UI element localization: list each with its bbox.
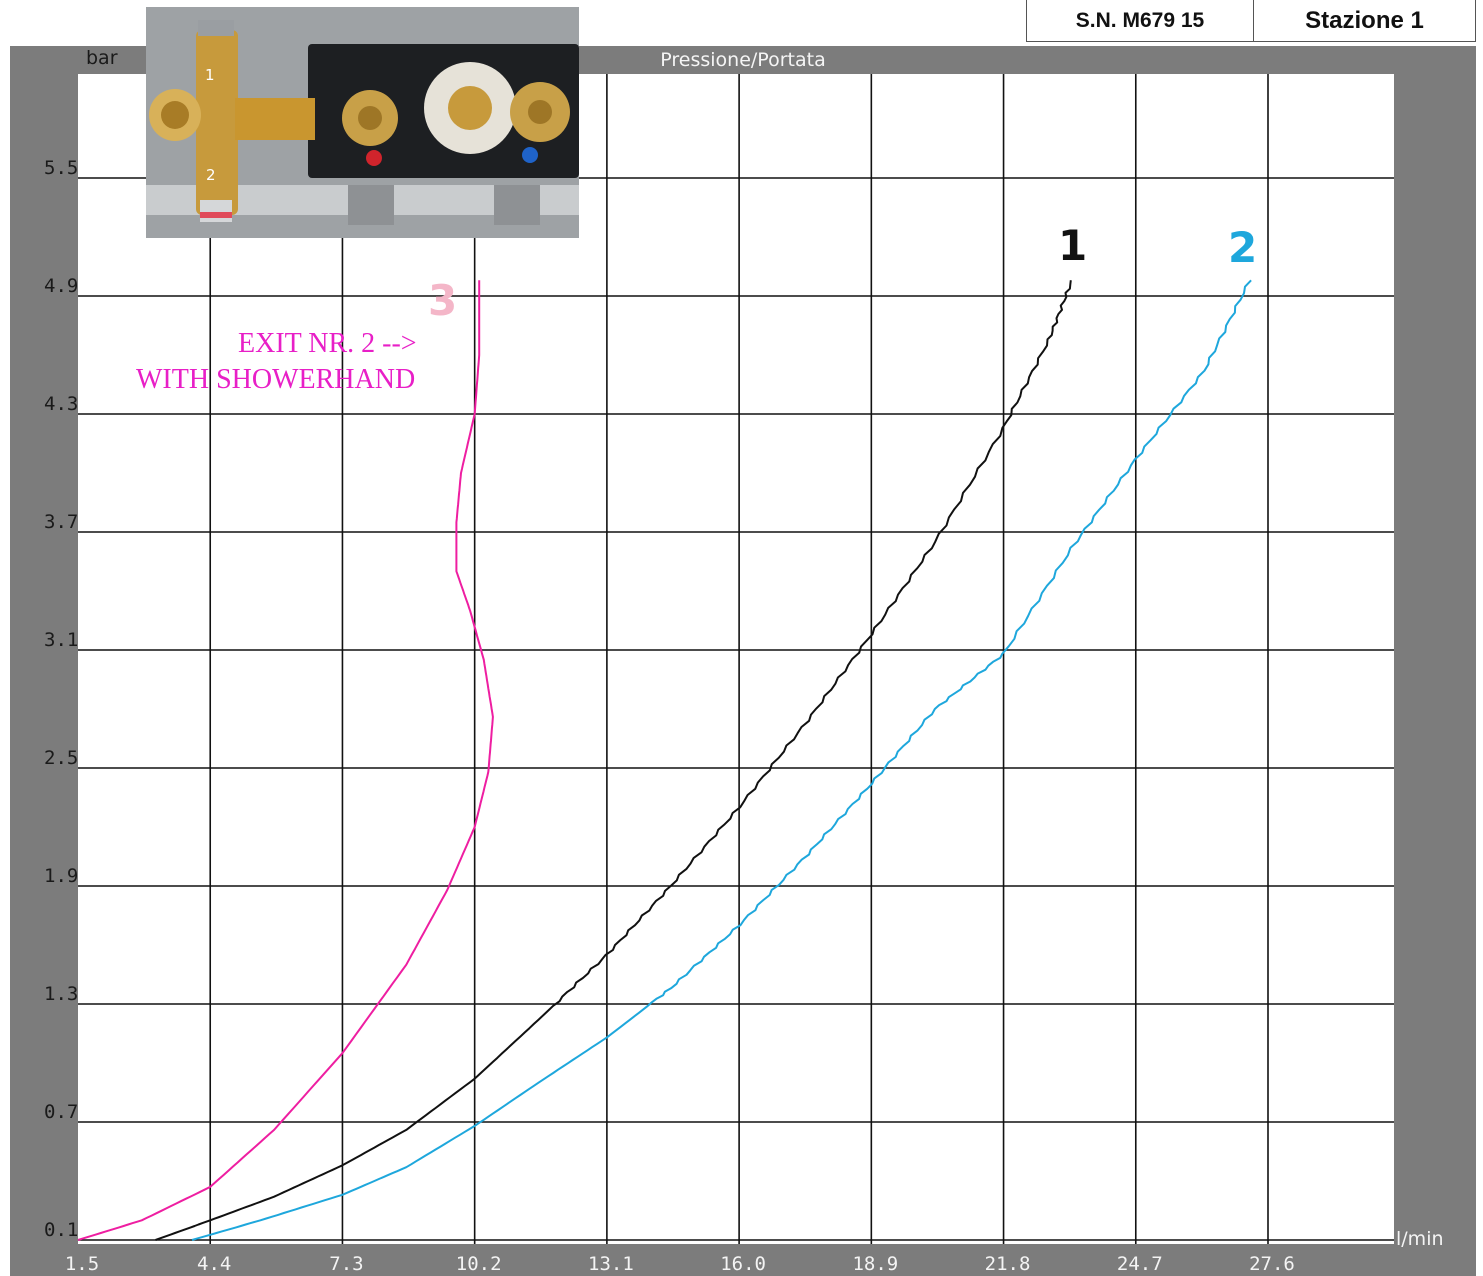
x-axis-ticks: 1.5 4.4 7.3 10.2 13.1 16.0 18.9 21.8 24.7 27.6 xyxy=(65,1253,1295,1275)
series-2-label: 2 xyxy=(1228,223,1257,272)
info-box: S.N. M679 15 Stazione 1 xyxy=(1026,0,1476,42)
x-tick-label: 10.2 xyxy=(456,1253,502,1275)
x-axis-label: l/min xyxy=(1396,1228,1444,1250)
x-tick-label: 1.5 xyxy=(65,1253,99,1275)
series-line-1 xyxy=(155,280,1072,1241)
y-tick-label: 3.1 xyxy=(44,629,78,651)
x-tick-label: 13.1 xyxy=(588,1253,634,1275)
photo-marker-1: 1 xyxy=(205,66,215,84)
grid xyxy=(78,74,1394,1244)
annotation-exit: EXIT NR. 2 --> xyxy=(238,328,417,359)
y-tick-label: 2.5 xyxy=(44,747,78,769)
photo-marker-2: 2 xyxy=(206,166,216,184)
y-tick-label: 1.3 xyxy=(44,983,78,1005)
annotation-showerhand: WITH SHOWERHAND xyxy=(136,364,415,395)
y-axis-label: bar xyxy=(86,47,118,69)
valve-photo: 1 2 xyxy=(146,7,579,238)
series-1-label: 1 xyxy=(1058,221,1087,270)
y-tick-label: 0.7 xyxy=(44,1101,78,1123)
series-line-2 xyxy=(191,279,1252,1241)
x-tick-label: 7.3 xyxy=(329,1253,363,1275)
x-tick-label: 21.8 xyxy=(985,1253,1031,1275)
series-line-3 xyxy=(77,280,494,1241)
serial-number: S.N. M679 15 xyxy=(1027,0,1254,41)
y-axis-ticks: 0.1 0.7 1.3 1.9 2.5 3.1 3.7 4.3 4.9 5.5 xyxy=(44,157,78,1241)
series-3-label: 3 xyxy=(428,276,457,325)
x-tick-label: 4.4 xyxy=(197,1253,231,1275)
x-tick-label: 16.0 xyxy=(720,1253,766,1275)
plot-area xyxy=(78,74,1394,1244)
y-tick-label: 4.9 xyxy=(44,275,78,297)
y-tick-label: 0.1 xyxy=(44,1219,78,1241)
series-lines xyxy=(77,279,1252,1241)
y-tick-label: 1.9 xyxy=(44,865,78,887)
y-tick-label: 5.5 xyxy=(44,157,78,179)
chart-title: Pressione/Portata xyxy=(660,49,825,71)
y-tick-label: 4.3 xyxy=(44,393,78,415)
x-tick-label: 18.9 xyxy=(852,1253,898,1275)
x-tick-label: 27.6 xyxy=(1249,1253,1295,1275)
y-tick-label: 3.7 xyxy=(44,511,78,533)
x-tick-label: 24.7 xyxy=(1117,1253,1163,1275)
station-label: Stazione 1 xyxy=(1305,6,1424,34)
